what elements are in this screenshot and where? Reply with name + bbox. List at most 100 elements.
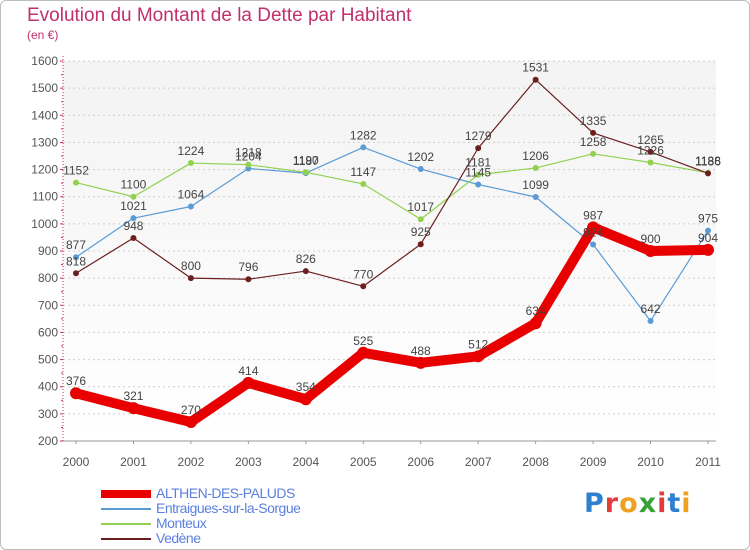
data-label: 1064 [178, 187, 205, 201]
data-label: 1335 [580, 114, 607, 128]
legend-label: Vedène [156, 530, 201, 546]
chart-subtitle: (en €) [27, 28, 59, 42]
data-label: 987 [583, 208, 603, 222]
data-label: 900 [641, 232, 661, 246]
y-tick-label: 1600 [31, 54, 58, 68]
data-point [245, 161, 252, 168]
y-tick-label: 900 [38, 244, 58, 258]
data-label: 512 [468, 337, 488, 351]
y-tick-label: 1200 [31, 163, 58, 177]
data-point [705, 170, 711, 177]
data-point [644, 245, 657, 257]
data-label: 1202 [407, 150, 434, 164]
x-tick-label: 2007 [465, 455, 492, 469]
logo-letter: t [667, 488, 682, 519]
data-point [472, 350, 485, 363]
data-label: 1224 [178, 144, 205, 158]
data-label: 924 [583, 225, 603, 239]
data-point [532, 76, 539, 83]
x-tick-label: 2000 [63, 455, 90, 469]
data-label: 488 [411, 344, 431, 358]
data-label: 1204 [235, 149, 262, 163]
data-point [647, 159, 654, 166]
data-label: 1017 [407, 200, 434, 214]
data-point [360, 144, 367, 151]
data-point [184, 416, 197, 428]
data-point [302, 169, 309, 176]
series-line [71, 222, 713, 427]
logo-letter: x [638, 488, 658, 519]
data-point [587, 221, 600, 234]
data-label: 925 [411, 225, 431, 239]
series-line [75, 146, 709, 322]
x-tick-label: 2002 [178, 455, 205, 469]
data-label: 1279 [465, 129, 492, 143]
x-tick-label: 2008 [522, 455, 549, 469]
data-point [590, 150, 597, 157]
legend-label: Monteux [156, 515, 207, 531]
data-point [414, 356, 427, 369]
x-tick-label: 2011 [695, 455, 721, 469]
y-tick-label: 800 [38, 271, 58, 285]
logo-letter: r [604, 488, 620, 519]
x-tick-label: 2003 [235, 455, 262, 469]
y-tick-label: 1100 [32, 190, 58, 204]
data-point [360, 283, 367, 290]
data-point [187, 160, 194, 167]
data-label: 354 [296, 380, 316, 394]
data-label: 1190 [293, 153, 319, 167]
data-label: 818 [66, 254, 86, 268]
y-tick-label: 600 [38, 325, 58, 339]
data-point [590, 241, 597, 248]
legend-swatch [101, 538, 151, 540]
data-point [130, 215, 137, 222]
data-point [590, 129, 597, 136]
y-tick-label: 300 [38, 407, 58, 421]
data-point [70, 387, 82, 400]
data-label: 826 [296, 252, 316, 266]
data-label: 1218 [235, 146, 262, 160]
data-point [130, 234, 137, 241]
data-label: 800 [181, 259, 201, 273]
data-label: 1531 [522, 61, 549, 75]
data-point [647, 148, 654, 155]
data-label: 1147 [350, 165, 376, 179]
line-chart: 200 300 400 500 600 700 800 900 1000 1100 1200 1300… [31, 54, 721, 469]
x-tick-label: 2005 [350, 455, 377, 469]
data-point [187, 203, 194, 210]
data-point [532, 164, 539, 171]
data-point [705, 227, 711, 234]
x-tick-label: 2010 [637, 455, 664, 469]
y-tick-label: 1500 [31, 81, 58, 95]
data-label: 975 [698, 212, 718, 226]
data-label: 376 [66, 374, 86, 388]
data-point [242, 376, 255, 389]
data-point [73, 179, 79, 186]
data-point [299, 393, 312, 406]
x-tick-label: 2009 [580, 455, 607, 469]
data-label: 1145 [465, 166, 491, 180]
data-point [302, 268, 309, 275]
data-label: 1265 [637, 133, 664, 147]
series-line [75, 79, 709, 287]
y-tick-label: 1300 [31, 135, 58, 149]
data-label: 270 [181, 403, 201, 417]
data-point [357, 346, 370, 359]
data-point [647, 318, 654, 325]
x-tick-label: 2006 [407, 455, 434, 469]
y-tick-label: 400 [38, 380, 58, 394]
data-point [417, 166, 424, 173]
data-label: 321 [123, 389, 143, 403]
data-point [127, 402, 140, 415]
series-line [75, 153, 709, 220]
data-point [360, 180, 367, 187]
data-point [529, 317, 542, 330]
y-tick-label: 1000 [31, 217, 58, 231]
data-label: 1100 [121, 178, 147, 192]
data-label: 414 [238, 364, 258, 378]
data-point [245, 276, 252, 283]
data-label: 634 [526, 304, 546, 318]
y-tick-label: 1400 [31, 108, 58, 122]
logo-letter: i [657, 488, 668, 519]
